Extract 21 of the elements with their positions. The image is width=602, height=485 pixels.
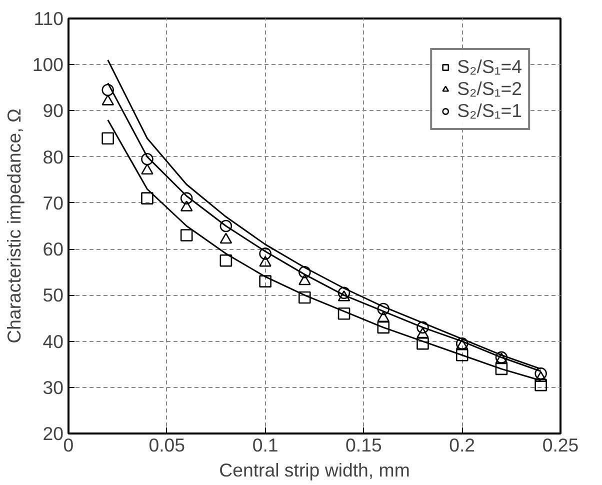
y-tick-label: 50 [42, 284, 64, 306]
x-tick-label: 0 [63, 434, 74, 456]
y-tick-label: 90 [42, 100, 64, 122]
y-tick-label: 100 [32, 54, 64, 76]
y-axis-title: Characteristic impedance, Ω [3, 108, 24, 344]
x-tick-label: 0.25 [542, 434, 579, 456]
x-tick-label: 0.2 [449, 434, 476, 456]
x-tick-label: 0.1 [252, 434, 278, 456]
y-tick-label: 30 [42, 376, 64, 398]
x-tick-label: 0.05 [148, 434, 186, 456]
y-tick-label: 70 [42, 192, 64, 214]
y-tick-label: 60 [42, 238, 64, 260]
legend-label: S₂/S₁=4 [457, 56, 522, 78]
x-axis-title: Central strip width, mm [219, 460, 410, 480]
y-tick-label: 80 [42, 146, 64, 168]
legend-label: S₂/S₁=2 [457, 78, 522, 100]
legend-label: S₂/S₁=1 [457, 100, 522, 122]
y-tick-label: 20 [42, 423, 64, 444]
x-tick-label: 0.15 [346, 434, 382, 456]
y-tick-label: 110 [34, 8, 64, 29]
y-tick-label: 40 [42, 330, 64, 352]
